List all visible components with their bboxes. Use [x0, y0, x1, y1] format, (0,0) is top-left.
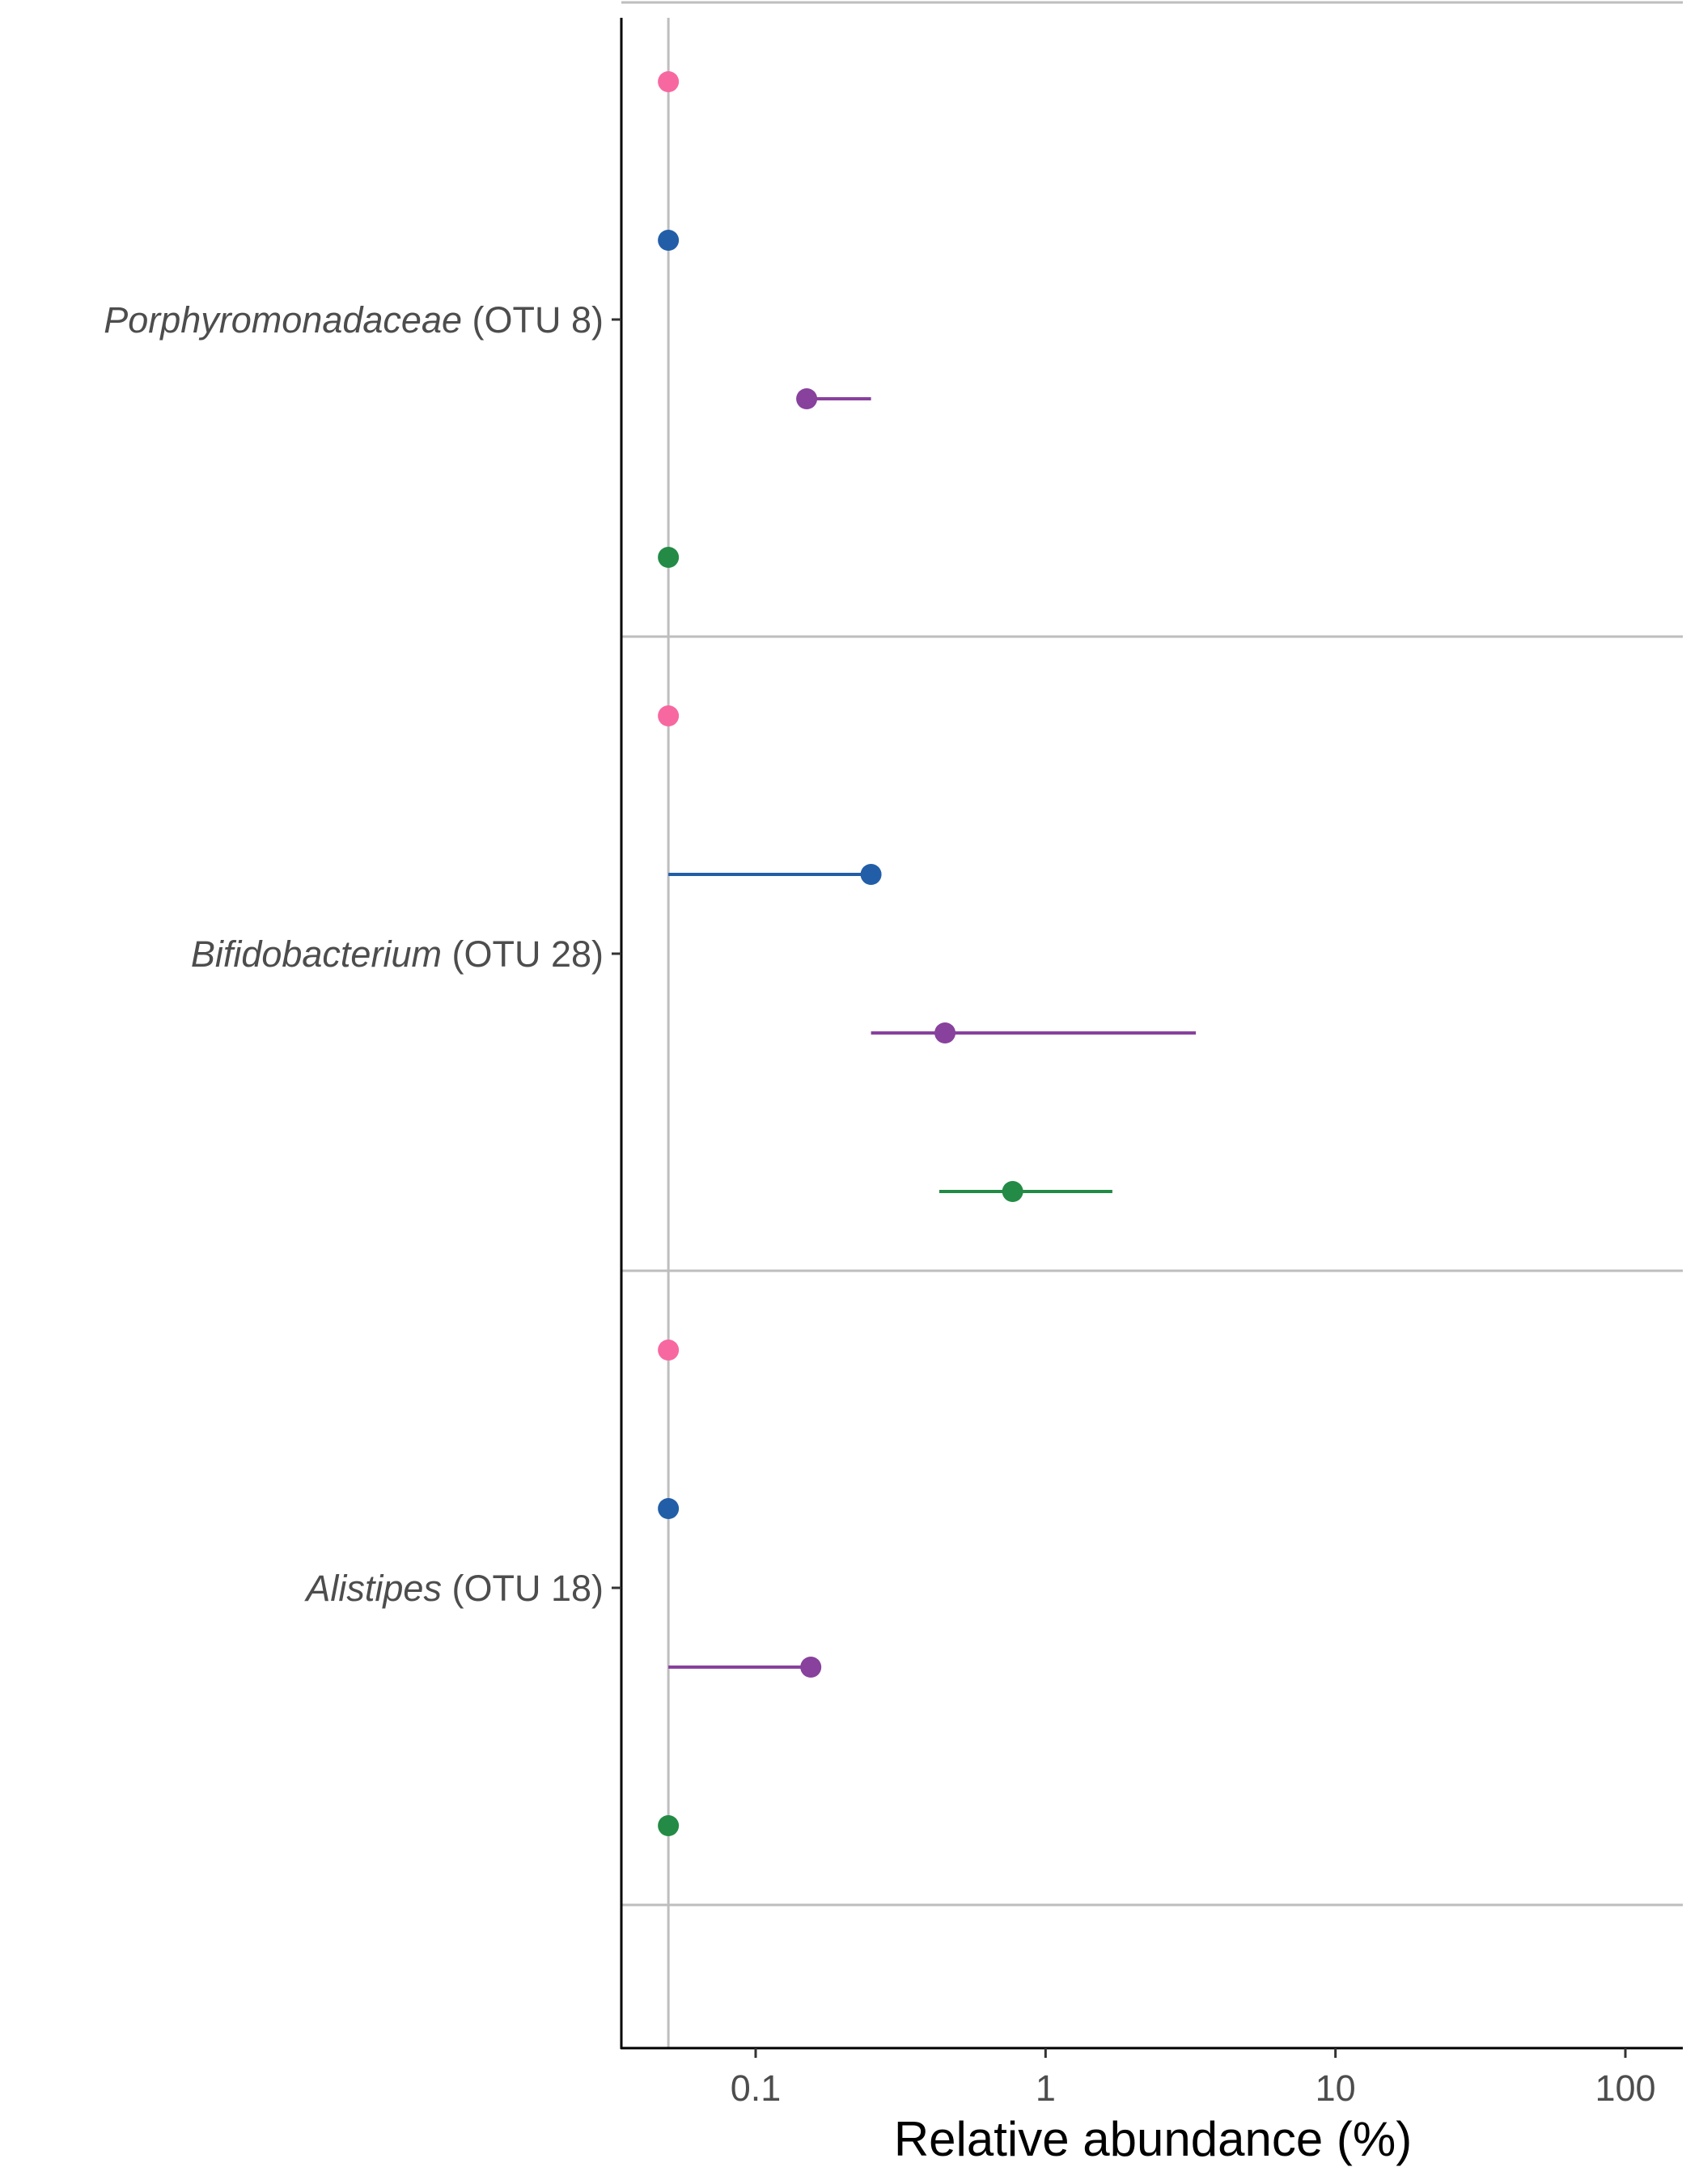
- x-axis-title: Relative abundance (%): [894, 2112, 1412, 2166]
- data-point: [934, 1022, 956, 1043]
- x-tick-label: 1: [1036, 2068, 1056, 2109]
- axes: [612, 18, 1683, 2058]
- data-point: [1002, 1181, 1023, 1202]
- data-point: [658, 705, 680, 726]
- data-point: [658, 1498, 680, 1519]
- x-tick-label: 10: [1316, 2068, 1356, 2109]
- labels: 0.1 1 10 100 Porphyromonadaceae (OTU 8) Bifid…: [104, 299, 1655, 2109]
- taxon-name: Porphyromonadaceae: [104, 299, 462, 341]
- data-point: [658, 230, 680, 251]
- x-tick-label: 100: [1595, 2068, 1655, 2109]
- otu-suffix: (OTU 18): [442, 1568, 604, 1609]
- data-marks: [658, 71, 1197, 1836]
- data-point: [796, 388, 818, 409]
- taxon-name: Alistipes: [303, 1568, 442, 1609]
- gridlines: [621, 1, 1683, 1907]
- taxon-name: Bifidobacterium: [191, 933, 442, 975]
- otu-suffix: (OTU 8): [462, 299, 604, 341]
- data-point: [658, 1815, 680, 1836]
- otu-suffix: (OTU 28): [442, 933, 604, 975]
- data-point: [658, 71, 680, 92]
- data-point: [860, 864, 882, 885]
- x-tick-label: 0.1: [731, 2068, 782, 2109]
- y-category-label: Alistipes (OTU 18): [303, 1568, 604, 1609]
- y-category-label: Porphyromonadaceae (OTU 8): [104, 299, 604, 341]
- data-point: [658, 1340, 680, 1361]
- data-point: [658, 547, 680, 568]
- data-point: [800, 1657, 822, 1678]
- y-category-label: Bifidobacterium (OTU 28): [191, 933, 604, 975]
